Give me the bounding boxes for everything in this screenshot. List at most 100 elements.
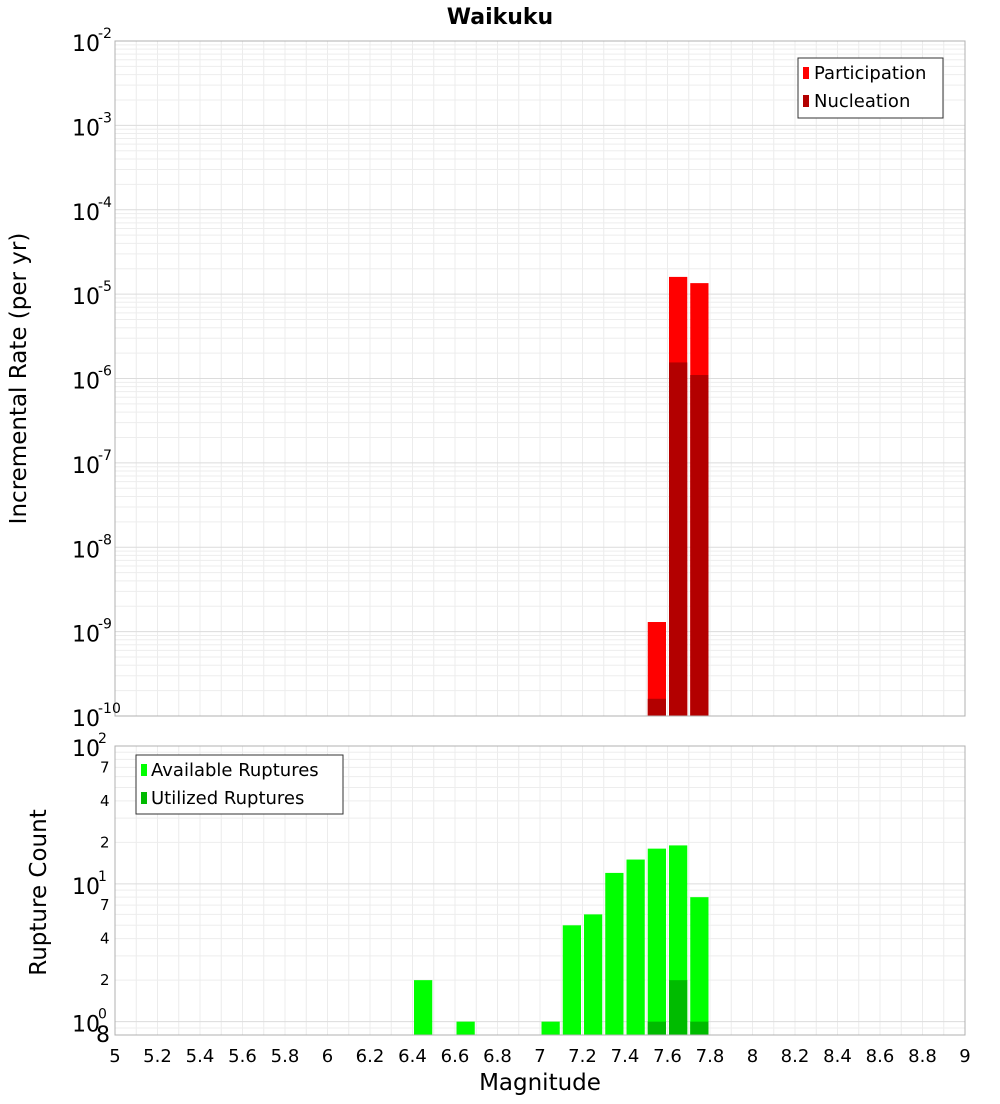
y-tick-minor-label: 4 xyxy=(100,930,110,948)
y-tick-label: 10-5 xyxy=(72,279,112,310)
y-tick-base: 10 xyxy=(72,201,100,226)
x-tick-label: 8.2 xyxy=(781,1046,810,1067)
legend-label: Utilized Ruptures xyxy=(151,788,304,809)
legend-box xyxy=(135,754,344,815)
x-tick-label: 5.2 xyxy=(143,1046,172,1067)
y-tick-minor-label: 7 xyxy=(100,758,110,776)
bottom-plot-frame xyxy=(114,745,966,1036)
y-tick-label: 10-3 xyxy=(72,110,112,141)
bar-available xyxy=(584,914,603,1035)
y-tick-exponent: -3 xyxy=(98,110,112,126)
x-tick-label: 7.4 xyxy=(611,1046,640,1067)
y-tick-exponent: 1 xyxy=(98,869,107,885)
x-tick-label: 5.4 xyxy=(186,1046,215,1067)
x-tick-label: 6.6 xyxy=(441,1046,470,1067)
y-tick-label: 102 xyxy=(72,731,107,762)
y-tick-label: 10-6 xyxy=(72,364,112,395)
bar-nucleation xyxy=(690,375,709,716)
y-tick-base: 10 xyxy=(72,623,100,648)
x-tick-label: 5 xyxy=(109,1046,120,1067)
x-tick-label: 6.4 xyxy=(398,1046,427,1067)
y-tick-base: 10 xyxy=(72,875,100,900)
y-tick-label: 10-2 xyxy=(72,26,112,57)
legend: Available Ruptures Utilized Ruptures xyxy=(135,754,344,815)
y-tick-exponent: 0 xyxy=(98,1007,107,1023)
x-tick-label: 6 xyxy=(322,1046,333,1067)
y-tick-base: 10 xyxy=(72,116,100,141)
legend-label: Nucleation xyxy=(814,91,910,112)
y-tick-base: 10 xyxy=(72,370,100,395)
x-tick-label: 6.2 xyxy=(356,1046,385,1067)
y-tick-minor-label: 2 xyxy=(100,833,110,851)
top-grid xyxy=(115,41,965,716)
chart-title: Waikuku xyxy=(447,5,553,30)
y-tick-label: 10-8 xyxy=(72,532,112,563)
x-tick-label: 7.6 xyxy=(653,1046,682,1067)
legend-swatch xyxy=(803,67,809,79)
x-tick-label: 9 xyxy=(959,1046,970,1067)
legend-label: Available Ruptures xyxy=(151,760,319,781)
bar-utilized xyxy=(647,1021,666,1035)
y-tick-exponent: -5 xyxy=(98,279,112,295)
y-tick-exponent: -4 xyxy=(98,195,112,211)
y-tick-label: 10-9 xyxy=(72,617,112,648)
legend-swatch xyxy=(803,95,809,107)
bar-utilized xyxy=(669,980,688,1035)
y-axis-label: Incremental Rate (per yr) xyxy=(6,233,32,525)
y-tick-minor-label: 8 xyxy=(96,1023,110,1048)
x-tick-label: 7.2 xyxy=(568,1046,597,1067)
y-tick-exponent: -6 xyxy=(98,364,112,380)
y-tick-minor-label: 4 xyxy=(100,792,110,810)
y-tick-base: 10 xyxy=(72,1013,100,1038)
bar-available xyxy=(541,1021,560,1035)
x-tick-label: 8 xyxy=(747,1046,758,1067)
x-tick-label: 8.6 xyxy=(866,1046,895,1067)
legend-label: Participation xyxy=(814,63,926,84)
x-tick-label: 7.8 xyxy=(696,1046,725,1067)
bar-available xyxy=(647,848,666,1035)
top-plot-frame xyxy=(114,40,966,717)
y-tick-label: 10-10 xyxy=(72,701,121,732)
y-tick-exponent: -10 xyxy=(98,701,121,717)
bar-nucleation xyxy=(647,698,666,716)
bar-available xyxy=(562,925,581,1035)
y-tick-minor-label: 7 xyxy=(100,896,110,914)
y-tick-base: 10 xyxy=(72,454,100,479)
y-tick-minor-label: 2 xyxy=(100,971,110,989)
y-tick-label: 10-4 xyxy=(72,195,112,226)
y-tick-base: 10 xyxy=(72,32,100,57)
y-tick-exponent: -9 xyxy=(98,617,112,633)
bar-utilized xyxy=(690,1021,709,1035)
legend-swatch xyxy=(141,764,147,776)
bottom-grid xyxy=(115,746,965,1035)
x-tick-label: 6.8 xyxy=(483,1046,512,1067)
x-tick-label: 5.8 xyxy=(271,1046,300,1067)
legend-box xyxy=(797,57,944,119)
x-tick-label: 8.4 xyxy=(823,1046,852,1067)
bar-available xyxy=(605,872,624,1035)
y-tick-base: 10 xyxy=(72,285,100,310)
bar-available xyxy=(626,859,645,1035)
bar-available xyxy=(414,980,433,1035)
bar-participation xyxy=(647,622,666,716)
legend: Participation Nucleation xyxy=(797,57,944,119)
y-tick-base: 10 xyxy=(72,737,100,762)
y-tick-label: 10-7 xyxy=(72,448,112,479)
y-tick-exponent: 2 xyxy=(98,731,107,747)
x-tick-label: 8.8 xyxy=(908,1046,937,1067)
bar-available xyxy=(690,897,709,1035)
x-tick-label: 5.6 xyxy=(228,1046,257,1067)
x-axis-label: Magnitude xyxy=(479,1070,601,1096)
y-tick-label: 101 xyxy=(72,869,107,900)
y-tick-label: 100 xyxy=(72,1007,107,1038)
y-axis-label: Rupture Count xyxy=(26,809,52,975)
y-tick-exponent: -8 xyxy=(98,532,112,548)
y-tick-base: 10 xyxy=(72,538,100,563)
x-tick-label: 7 xyxy=(534,1046,545,1067)
y-tick-exponent: -7 xyxy=(98,448,112,464)
legend-swatch xyxy=(141,792,147,804)
y-tick-base: 10 xyxy=(72,707,100,732)
bar-available xyxy=(456,1021,475,1035)
